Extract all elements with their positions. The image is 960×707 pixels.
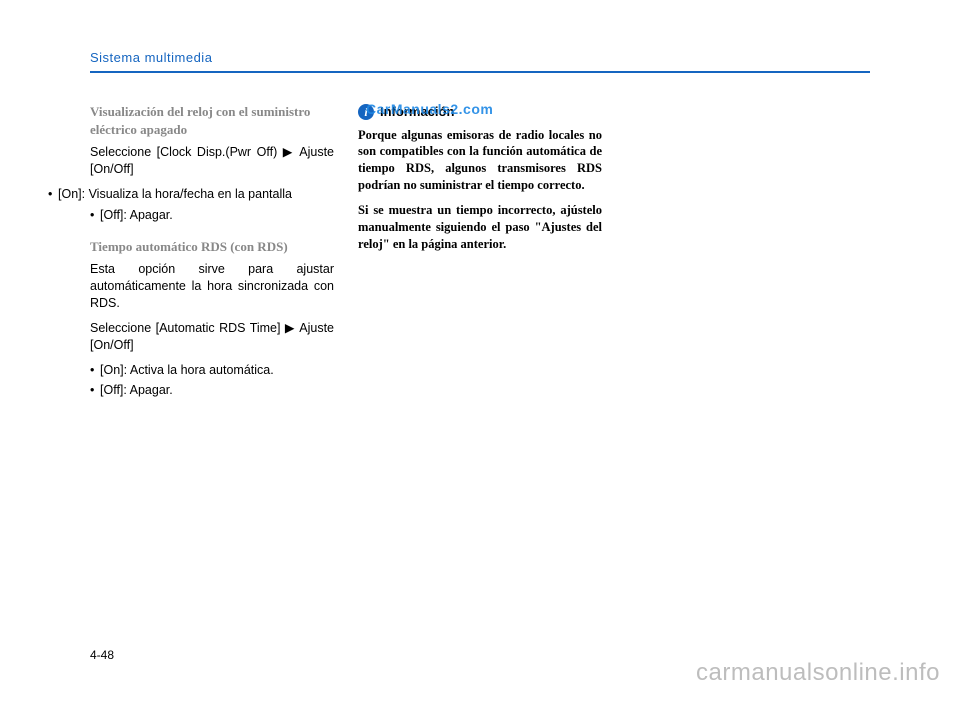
document-page: Sistema multimedia CarManuals2.com Visua… [0,0,960,707]
list-item: [Off]: Apagar. [90,207,334,224]
column-left: Visualización del reloj con el suministr… [90,103,334,409]
info-paragraph: Si se muestra un tiempo incorrecto, ajús… [358,202,602,253]
subheading-rds-time: Tiempo automático RDS (con RDS) [90,238,334,256]
paragraph: Seleccione [Clock Disp.(Pwr Off) ▶ Ajust… [90,144,334,178]
info-paragraph: Porque algunas emisoras de radio locales… [358,127,602,195]
content-columns: Visualización del reloj con el suministr… [90,103,870,409]
bullet-list: [On]: Activa la hora automática. [Off]: … [90,362,334,400]
paragraph: Esta opción sirve para ajustar automátic… [90,261,334,312]
watermark-blue: CarManuals2.com [366,101,493,117]
list-item: [On]: Visualiza la hora/fecha en la pant… [90,186,334,203]
list-item: [On]: Activa la hora automática. [90,362,334,379]
column-middle: i Información Porque algunas emisoras de… [358,103,602,409]
subheading-clock-display: Visualización del reloj con el suministr… [90,103,334,138]
column-right [626,103,870,409]
paragraph: Seleccione [Automatic RDS Time] ▶ Ajuste… [90,320,334,354]
section-header: Sistema multimedia [90,50,870,65]
list-item: [Off]: Apagar. [90,382,334,399]
header-rule [90,71,870,73]
page-number: 4-48 [90,648,114,662]
bullet-list: [On]: Visualiza la hora/fecha en la pant… [90,186,334,224]
watermark-gray: carmanualsonline.info [696,659,940,687]
